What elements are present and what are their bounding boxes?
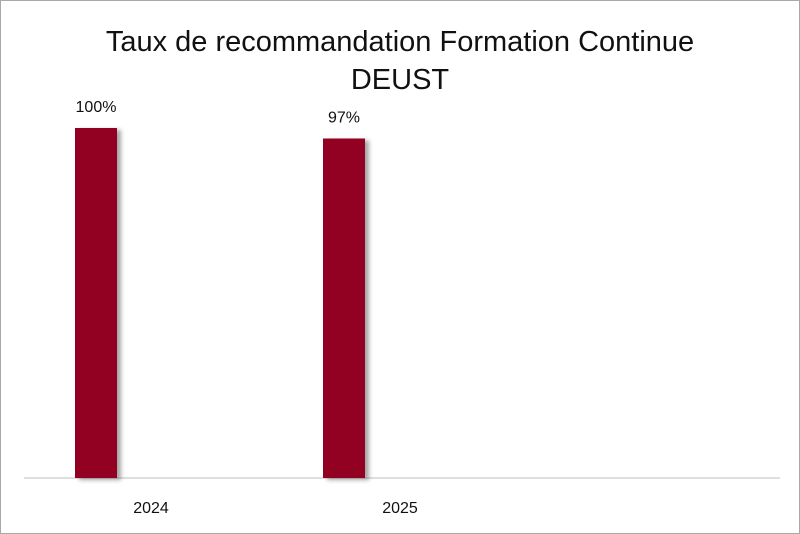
bar-2024 (75, 128, 117, 478)
x-tick-label-2024: 2024 (133, 500, 169, 517)
chart-title: Taux de recommandation Formation Continu… (105, 26, 695, 58)
x-tick-label-2025: 2025 (382, 500, 418, 517)
bar-2025 (323, 138, 365, 478)
data-label-2024: 100% (76, 99, 117, 116)
chart-subtitle: DEUST (350, 64, 450, 96)
data-label-2025: 97% (328, 110, 360, 127)
